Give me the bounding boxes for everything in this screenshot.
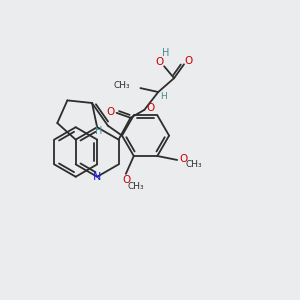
Text: H: H [163, 48, 170, 59]
Text: CH₃: CH₃ [128, 182, 144, 191]
Text: H: H [160, 92, 166, 101]
Text: N: N [93, 172, 101, 182]
Text: O: O [146, 103, 154, 113]
Text: O: O [106, 107, 115, 117]
Text: CH₃: CH₃ [186, 160, 202, 169]
Text: H: H [95, 126, 103, 136]
Text: O: O [179, 154, 187, 164]
Text: O: O [123, 175, 131, 185]
Text: O: O [155, 57, 163, 67]
Text: O: O [185, 56, 193, 66]
Text: CH₃: CH₃ [114, 81, 130, 90]
